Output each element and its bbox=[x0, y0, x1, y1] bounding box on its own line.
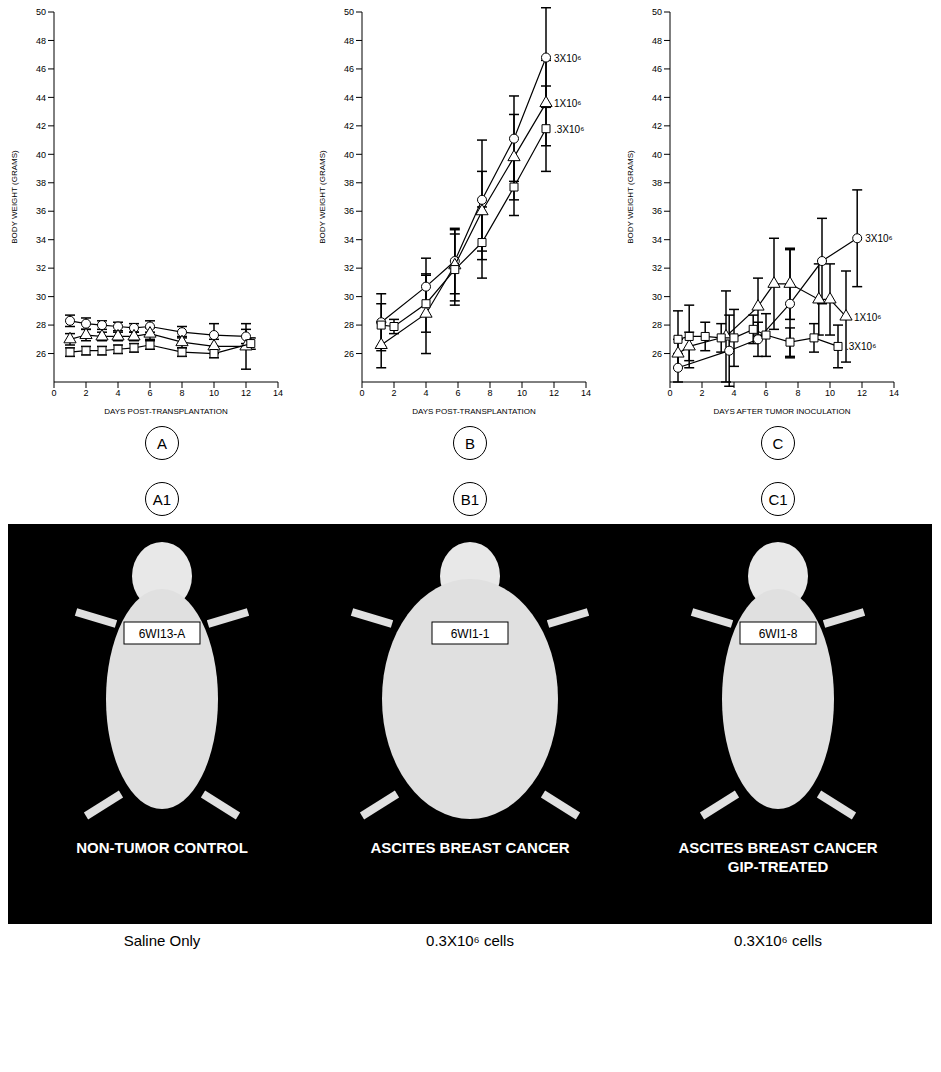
svg-text:50: 50 bbox=[344, 7, 354, 17]
svg-text:14: 14 bbox=[273, 388, 283, 398]
svg-text:BODY WEIGHT (GRAMS): BODY WEIGHT (GRAMS) bbox=[318, 150, 327, 244]
svg-text:14: 14 bbox=[889, 388, 899, 398]
html-text:A: A bbox=[157, 434, 167, 452]
svg-text:46: 46 bbox=[652, 64, 662, 74]
svg-text:34: 34 bbox=[652, 235, 662, 245]
svg-text:48: 48 bbox=[36, 36, 46, 46]
svg-text:4: 4 bbox=[423, 388, 428, 398]
html-text:ASCITES BREAST CANCER GIP-TREA: ASCITES BREAST CANCER GIP-TREATED bbox=[678, 839, 878, 875]
svg-text:12: 12 bbox=[857, 388, 867, 398]
svg-text:48: 48 bbox=[344, 36, 354, 46]
svg-text:30: 30 bbox=[36, 292, 46, 302]
svg-text:6: 6 bbox=[147, 388, 152, 398]
svg-text:32: 32 bbox=[652, 263, 662, 273]
svg-text:28: 28 bbox=[344, 320, 354, 330]
svg-text:10: 10 bbox=[209, 388, 219, 398]
svg-text:26: 26 bbox=[652, 349, 662, 359]
svg-text:3X10⁶: 3X10⁶ bbox=[554, 53, 581, 64]
svg-text:2: 2 bbox=[83, 388, 88, 398]
svg-text:.3X10⁶: .3X10⁶ bbox=[554, 124, 584, 135]
svg-text:8: 8 bbox=[179, 388, 184, 398]
svg-text:8: 8 bbox=[487, 388, 492, 398]
svg-text:44: 44 bbox=[652, 93, 662, 103]
svg-text:8: 8 bbox=[795, 388, 800, 398]
svg-text:6WI1-1: 6WI1-1 bbox=[451, 627, 490, 641]
svg-text:2: 2 bbox=[391, 388, 396, 398]
svg-text:38: 38 bbox=[344, 178, 354, 188]
svg-text:36: 36 bbox=[344, 206, 354, 216]
svg-text:.3X10⁶: .3X10⁶ bbox=[846, 341, 876, 352]
svg-text:3X10⁶: 3X10⁶ bbox=[865, 233, 892, 244]
html-text:C: C bbox=[772, 434, 784, 452]
html-text:0.3X10⁶ cells: 0.3X10⁶ cells bbox=[426, 932, 514, 949]
svg-text:DAYS AFTER TUMOR INOCULATION: DAYS AFTER TUMOR INOCULATION bbox=[714, 407, 851, 416]
svg-text:38: 38 bbox=[652, 178, 662, 188]
svg-text:2: 2 bbox=[699, 388, 704, 398]
svg-text:40: 40 bbox=[344, 150, 354, 160]
svg-text:44: 44 bbox=[344, 93, 354, 103]
svg-text:30: 30 bbox=[652, 292, 662, 302]
html-text:C1: C1 bbox=[768, 490, 788, 508]
svg-text:50: 50 bbox=[652, 7, 662, 17]
svg-text:1X10⁶: 1X10⁶ bbox=[554, 98, 581, 109]
svg-text:42: 42 bbox=[652, 121, 662, 131]
svg-text:0: 0 bbox=[667, 388, 672, 398]
svg-text:6WI13-A: 6WI13-A bbox=[139, 627, 186, 641]
svg-text:34: 34 bbox=[36, 235, 46, 245]
svg-text:10: 10 bbox=[825, 388, 835, 398]
svg-text:6: 6 bbox=[763, 388, 768, 398]
svg-text:1X10⁶: 1X10⁶ bbox=[854, 312, 881, 323]
svg-text:DAYS POST-TRANSPLANTATION: DAYS POST-TRANSPLANTATION bbox=[412, 407, 536, 416]
svg-text:36: 36 bbox=[652, 206, 662, 216]
html-text:B1: B1 bbox=[460, 490, 480, 508]
html-text:Saline Only: Saline Only bbox=[123, 932, 201, 949]
svg-text:DAYS POST-TRANSPLANTATION: DAYS POST-TRANSPLANTATION bbox=[104, 407, 228, 416]
svg-text:10: 10 bbox=[517, 388, 527, 398]
svg-text:6WI1-8: 6WI1-8 bbox=[759, 627, 798, 641]
svg-text:0: 0 bbox=[359, 388, 364, 398]
svg-text:4: 4 bbox=[731, 388, 736, 398]
svg-text:42: 42 bbox=[344, 121, 354, 131]
svg-text:4: 4 bbox=[115, 388, 120, 398]
html-text:A1: A1 bbox=[152, 490, 172, 508]
svg-text:36: 36 bbox=[36, 206, 46, 216]
svg-text:BODY WEIGHT (GRAMS): BODY WEIGHT (GRAMS) bbox=[626, 150, 635, 244]
svg-text:28: 28 bbox=[36, 320, 46, 330]
svg-text:40: 40 bbox=[36, 150, 46, 160]
svg-text:44: 44 bbox=[36, 93, 46, 103]
svg-text:6: 6 bbox=[455, 388, 460, 398]
svg-text:38: 38 bbox=[36, 178, 46, 188]
svg-text:46: 46 bbox=[344, 64, 354, 74]
html-text:NON-TUMOR CONTROL: NON-TUMOR CONTROL bbox=[76, 839, 248, 856]
svg-text:32: 32 bbox=[344, 263, 354, 273]
svg-text:32: 32 bbox=[36, 263, 46, 273]
svg-text:30: 30 bbox=[344, 292, 354, 302]
html-text:ASCITES BREAST CANCER: ASCITES BREAST CANCER bbox=[370, 839, 570, 856]
svg-text:BODY WEIGHT (GRAMS): BODY WEIGHT (GRAMS) bbox=[10, 150, 19, 244]
svg-text:12: 12 bbox=[241, 388, 251, 398]
svg-text:50: 50 bbox=[36, 7, 46, 17]
svg-text:40: 40 bbox=[652, 150, 662, 160]
svg-text:12: 12 bbox=[549, 388, 559, 398]
html-text:0.3X10⁶ cells: 0.3X10⁶ cells bbox=[734, 932, 822, 949]
html-text:B: B bbox=[465, 434, 475, 452]
svg-text:48: 48 bbox=[652, 36, 662, 46]
svg-text:0: 0 bbox=[51, 388, 56, 398]
svg-text:28: 28 bbox=[652, 320, 662, 330]
svg-text:26: 26 bbox=[36, 349, 46, 359]
svg-text:46: 46 bbox=[36, 64, 46, 74]
svg-text:26: 26 bbox=[344, 349, 354, 359]
svg-text:34: 34 bbox=[344, 235, 354, 245]
svg-text:14: 14 bbox=[581, 388, 591, 398]
svg-text:42: 42 bbox=[36, 121, 46, 131]
